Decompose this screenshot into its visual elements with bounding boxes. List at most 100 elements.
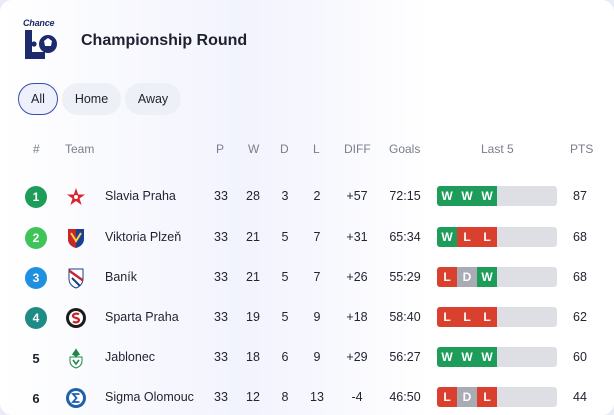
col-team[interactable]: Team: [65, 142, 95, 156]
sparta-crest-icon: [66, 308, 86, 328]
played: 33: [214, 189, 228, 203]
filter-away[interactable]: Away: [125, 83, 181, 115]
col-goals[interactable]: Goals: [389, 142, 421, 156]
form-result[interactable]: L: [437, 267, 457, 287]
form-result[interactable]: L: [457, 227, 477, 247]
goal-diff: +26: [346, 270, 368, 284]
draws: 3: [281, 189, 289, 203]
points: 60: [573, 350, 587, 364]
played: 33: [214, 390, 228, 404]
team-name[interactable]: Jablonec: [105, 350, 156, 364]
last5-form: L D L: [437, 387, 557, 407]
table-row[interactable]: 1 Slavia Praha 33 28 3 2 +57 72:15 W W W…: [0, 177, 614, 217]
form-result[interactable]: D: [457, 267, 477, 287]
col-played[interactable]: P: [216, 142, 225, 156]
col-rank[interactable]: #: [33, 142, 40, 156]
col-diff[interactable]: DIFF: [344, 142, 371, 156]
points: 68: [573, 270, 587, 284]
losses: 7: [313, 230, 321, 244]
wins: 19: [246, 310, 260, 324]
team-name[interactable]: Viktoria Plzeň: [105, 230, 182, 244]
points: 62: [573, 310, 587, 324]
goals: 72:15: [389, 189, 421, 203]
col-draws[interactable]: D: [280, 142, 289, 156]
last5-form: L L L: [437, 307, 557, 327]
table-row[interactable]: 3 Baník 33 21 5 7 +26 55:29 L D W 68: [0, 258, 614, 298]
jablonec-crest-icon: [69, 348, 83, 369]
losses: 9: [313, 350, 321, 364]
wins: 21: [246, 230, 260, 244]
form-result[interactable]: W: [477, 347, 497, 367]
form-result[interactable]: W: [457, 347, 477, 367]
form-result[interactable]: L: [477, 307, 497, 327]
form-result[interactable]: L: [457, 307, 477, 327]
rank-number: 5: [32, 350, 40, 366]
table-row[interactable]: 4 Sparta Praha 33 19 5 9 +18 58:40 L L L…: [0, 298, 614, 338]
goals: 58:40: [389, 310, 421, 324]
draws: 6: [281, 350, 289, 364]
goals: 55:29: [389, 270, 421, 284]
wins: 28: [246, 189, 260, 203]
col-wins[interactable]: W: [248, 142, 260, 156]
form-result[interactable]: W: [437, 186, 457, 206]
goal-diff: +31: [346, 230, 368, 244]
last5-form: W W W: [437, 347, 557, 367]
filter-all[interactable]: All: [18, 83, 58, 115]
form-result[interactable]: W: [477, 267, 497, 287]
goal-diff: -4: [351, 390, 363, 404]
form-result[interactable]: L: [437, 307, 457, 327]
played: 33: [214, 270, 228, 284]
rank-badge: 3: [25, 267, 47, 289]
played: 33: [214, 350, 228, 364]
league-logo-icon: [25, 30, 57, 59]
losses: 7: [313, 270, 321, 284]
form-result[interactable]: W: [477, 186, 497, 206]
form-result[interactable]: L: [477, 387, 497, 407]
draws: 5: [281, 310, 289, 324]
plzen-crest-icon: [68, 229, 84, 248]
col-losses[interactable]: L: [313, 142, 320, 156]
rank-number: 6: [32, 390, 40, 406]
table-row[interactable]: 2 Viktoria Plzeň 33 21 5 7 +31 65:34 W L…: [0, 218, 614, 258]
rank-badge: 4: [25, 307, 47, 329]
logo-wordmark: Chance: [23, 18, 55, 28]
rank-badge: 2: [25, 227, 47, 249]
team-name[interactable]: Slavia Praha: [105, 189, 176, 203]
team-name[interactable]: Baník: [105, 270, 137, 284]
form-result[interactable]: D: [457, 387, 477, 407]
table-row[interactable]: 6 Sigma Olomouc 33 12 8 13 -4 46:50 L D …: [0, 378, 614, 415]
last5-form: L D W: [437, 267, 557, 287]
chance-liga-logo[interactable]: Chance: [22, 18, 62, 64]
losses: 13: [310, 390, 324, 404]
points: 68: [573, 230, 587, 244]
goal-diff: +29: [346, 350, 368, 364]
col-last5: Last 5: [481, 142, 514, 156]
team-name[interactable]: Sparta Praha: [105, 310, 179, 324]
losses: 9: [313, 310, 321, 324]
goal-diff: +18: [346, 310, 368, 324]
points: 44: [573, 390, 587, 404]
sigma-crest-icon: [66, 388, 86, 408]
played: 33: [214, 230, 228, 244]
draws: 8: [281, 390, 289, 404]
goal-diff: +57: [346, 189, 368, 203]
form-result[interactable]: W: [437, 227, 457, 247]
filter-home[interactable]: Home: [62, 83, 121, 115]
draws: 5: [281, 270, 289, 284]
goals: 46:50: [389, 390, 421, 404]
col-points[interactable]: PTS: [570, 142, 594, 156]
rank-badge: 1: [25, 186, 47, 208]
banik-crest-icon: [68, 268, 84, 289]
draws: 5: [281, 230, 289, 244]
form-result[interactable]: W: [457, 186, 477, 206]
last5-form: W L L: [437, 227, 557, 247]
form-result[interactable]: W: [437, 347, 457, 367]
form-result[interactable]: L: [477, 227, 497, 247]
losses: 2: [313, 189, 321, 203]
page-title: Championship Round: [81, 32, 248, 49]
team-name[interactable]: Sigma Olomouc: [105, 390, 194, 404]
form-result[interactable]: L: [437, 387, 457, 407]
table-row[interactable]: 5 Jablonec 33 18 6 9 +29 56:27 W W W 60: [0, 338, 614, 378]
header: Chance Championship Round: [22, 18, 422, 64]
wins: 21: [246, 270, 260, 284]
